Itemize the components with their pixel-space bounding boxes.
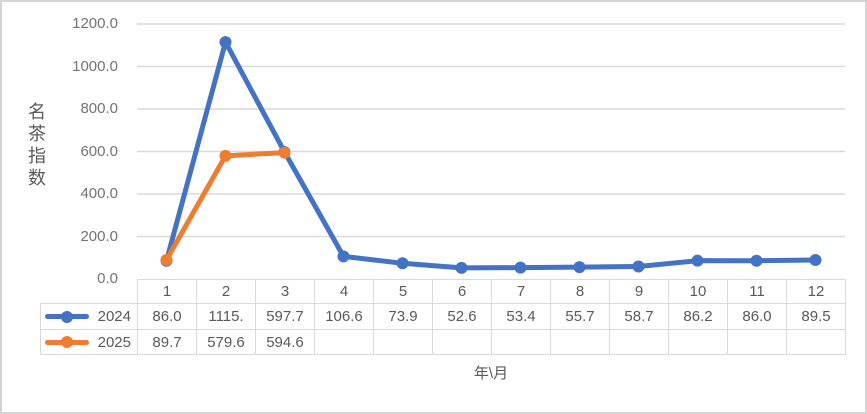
table-header-cell: 5 [373,279,433,304]
y-axis-title: 名茶指数 [26,102,46,190]
table-cell [727,329,787,355]
series-2025-point[interactable] [219,149,232,162]
series-marker-icon [61,336,73,348]
table-header-cell: 12 [786,279,846,304]
table-header-cell: 6 [432,279,492,304]
table-cell: 86.0 [137,303,197,330]
table-cell: 73.9 [373,303,433,330]
series-2024-point[interactable] [573,261,586,274]
series-2024-point[interactable] [809,253,822,266]
table-cell [314,329,374,355]
y-tick-label: 1000.0 [72,57,118,75]
table-cell: 58.7 [609,303,669,330]
table-cell: 106.6 [314,303,374,330]
table-header-cell: 8 [550,279,610,304]
series-2024-point[interactable] [219,36,232,49]
table-cell: 1115. [196,303,256,330]
table-header-cell: 7 [491,279,551,304]
y-tick-label: 1200.0 [72,15,118,32]
table-cell [609,329,669,355]
legend-item-2024[interactable]: 2024 [40,303,138,330]
series-2025-line[interactable] [164,150,287,263]
y-tick-label: 600.0 [80,142,118,160]
table-cell [786,329,846,355]
table-header-cell: 10 [668,279,728,304]
table-cell: 89.7 [137,329,197,355]
series-2024-point[interactable] [455,261,468,274]
series-2024-point[interactable] [632,260,645,273]
series-2025-point[interactable] [278,146,291,159]
table-cell: 594.6 [255,329,315,355]
table-header-cell: 2 [196,279,256,304]
table-cell: 579.6 [196,329,256,355]
table-header-cell: 4 [314,279,374,304]
table-cell: 55.7 [550,303,610,330]
y-tick-label: 400.0 [80,185,118,202]
table-cell: 86.2 [668,303,728,330]
table-header-cell: 11 [727,279,787,304]
table-cell: 597.7 [255,303,315,330]
table-cell [668,329,728,355]
series-2025-point[interactable] [160,253,173,266]
table-cell: 86.0 [727,303,787,330]
table-header-cell: 3 [255,279,315,304]
legend-label: 2024 [97,308,131,325]
table-cell [432,329,492,355]
series-line-sample-icon [45,310,89,323]
series-line-sample-icon [45,336,89,348]
table-cell [491,329,551,355]
series-2024-point[interactable] [337,250,350,263]
y-tick-label: 200.0 [80,227,118,245]
table-cell [373,329,433,355]
series-2024-point[interactable] [396,257,409,270]
table-header-cell: 9 [609,279,669,304]
series-marker-icon [61,310,73,323]
table-cell: 52.6 [432,303,492,330]
y-tick-label: 0.0 [97,270,118,287]
table-cell: 53.4 [491,303,551,330]
table-cell: 89.5 [786,303,846,330]
series-2024-point[interactable] [691,254,704,267]
legend-label: 2025 [97,333,131,351]
legend-item-2025[interactable]: 2025 [40,329,138,355]
series-2024-point[interactable] [750,254,763,267]
series-2024-point[interactable] [514,261,527,274]
series-2024-line[interactable] [164,39,818,271]
table-cell [550,329,610,355]
x-axis-title: 年\月 [473,365,509,382]
table-header-cell: 1 [137,279,197,304]
y-tick-label: 800.0 [80,100,118,117]
